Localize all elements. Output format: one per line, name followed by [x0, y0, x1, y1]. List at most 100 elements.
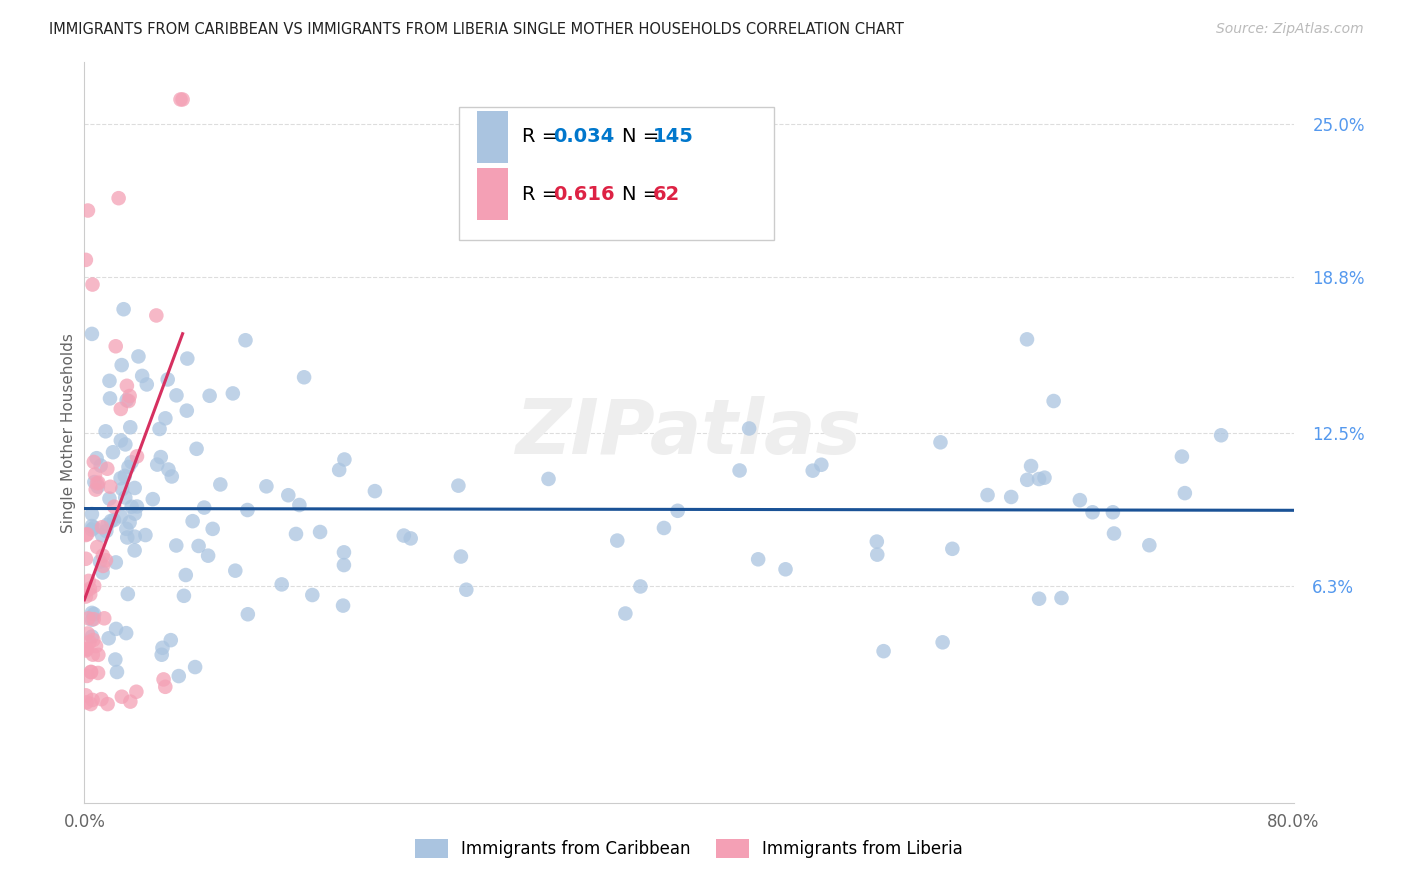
- Point: [142, 492, 165, 507]
- Point: [82, 277, 104, 292]
- Point: [83, 520, 105, 534]
- Text: Source: ZipAtlas.com: Source: ZipAtlas.com: [1216, 22, 1364, 37]
- Point: [124, 481, 146, 495]
- Point: [148, 422, 170, 436]
- Point: [76, 527, 98, 541]
- Point: [91, 549, 114, 563]
- Point: [111, 358, 134, 372]
- Point: [146, 458, 169, 472]
- Point: [187, 539, 209, 553]
- Point: [75, 695, 97, 709]
- Point: [174, 568, 197, 582]
- Point: [110, 509, 132, 524]
- Point: [91, 558, 114, 573]
- Point: [941, 541, 963, 556]
- Point: [118, 516, 141, 530]
- Point: [1050, 591, 1073, 605]
- Point: [224, 564, 246, 578]
- Point: [79, 635, 101, 649]
- Text: 145: 145: [652, 128, 693, 146]
- Point: [666, 504, 689, 518]
- Point: [80, 665, 103, 679]
- Point: [127, 350, 149, 364]
- Point: [77, 203, 100, 218]
- Point: [79, 587, 101, 601]
- Point: [110, 401, 132, 416]
- Point: [125, 450, 148, 464]
- Point: [186, 442, 208, 456]
- Point: [104, 652, 127, 666]
- Point: [866, 534, 889, 549]
- Point: [76, 669, 98, 683]
- Point: [392, 528, 415, 542]
- Text: R =: R =: [522, 185, 558, 203]
- Point: [1137, 538, 1160, 552]
- Text: ZIPatlas: ZIPatlas: [516, 396, 862, 469]
- Point: [124, 543, 146, 558]
- Point: [98, 480, 121, 494]
- Point: [277, 488, 299, 502]
- Point: [79, 582, 101, 596]
- Point: [155, 680, 177, 694]
- Point: [333, 452, 356, 467]
- Point: [82, 693, 104, 707]
- Point: [155, 411, 177, 425]
- Point: [110, 471, 132, 485]
- Point: [301, 588, 323, 602]
- Point: [82, 633, 104, 648]
- Text: IMMIGRANTS FROM CARIBBEAN VS IMMIGRANTS FROM LIBERIA SINGLE MOTHER HOUSEHOLDS CO: IMMIGRANTS FROM CARIBBEAN VS IMMIGRANTS …: [49, 22, 904, 37]
- Point: [77, 611, 100, 625]
- Point: [75, 551, 97, 566]
- Point: [159, 633, 181, 648]
- Point: [167, 669, 190, 683]
- Point: [80, 665, 103, 680]
- Point: [101, 445, 124, 459]
- Point: [456, 582, 478, 597]
- Point: [157, 462, 180, 476]
- Point: [97, 697, 120, 711]
- Point: [105, 665, 128, 679]
- Point: [80, 523, 103, 537]
- Point: [114, 437, 136, 451]
- Point: [236, 607, 259, 622]
- Point: [115, 522, 138, 536]
- Point: [84, 639, 107, 653]
- Point: [165, 539, 187, 553]
- Point: [94, 553, 117, 567]
- Point: [131, 368, 153, 383]
- Point: [332, 599, 354, 613]
- Point: [75, 590, 97, 604]
- Point: [236, 503, 259, 517]
- Point: [103, 513, 125, 527]
- Point: [447, 478, 470, 492]
- Point: [98, 491, 121, 506]
- Point: [976, 488, 998, 502]
- Point: [98, 392, 121, 406]
- Point: [198, 389, 221, 403]
- Point: [121, 500, 143, 514]
- Point: [152, 640, 174, 655]
- Point: [747, 552, 769, 566]
- Point: [288, 498, 311, 512]
- Bar: [478, 169, 508, 220]
- Point: [114, 491, 136, 505]
- Point: [184, 660, 207, 674]
- Point: [209, 477, 232, 491]
- Point: [114, 469, 136, 483]
- Point: [110, 434, 132, 448]
- Point: [738, 421, 761, 435]
- Point: [117, 587, 139, 601]
- Point: [810, 458, 832, 472]
- Point: [866, 548, 889, 562]
- Point: [450, 549, 472, 564]
- Point: [103, 500, 125, 514]
- Bar: [460, 107, 773, 240]
- Point: [86, 451, 108, 466]
- Point: [124, 530, 146, 544]
- Point: [75, 642, 97, 657]
- Point: [801, 464, 824, 478]
- Point: [1069, 493, 1091, 508]
- Point: [201, 522, 224, 536]
- Point: [87, 480, 110, 494]
- Point: [118, 389, 141, 403]
